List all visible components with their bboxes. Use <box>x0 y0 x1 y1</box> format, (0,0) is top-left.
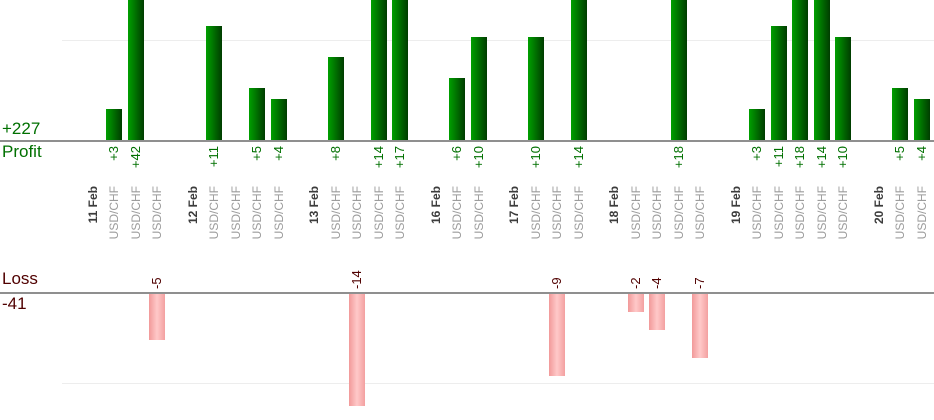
date-label: 13 Feb <box>307 186 322 225</box>
profit-bar <box>527 36 544 140</box>
date-label: 16 Feb <box>428 186 443 225</box>
trade-symbol-label: USD/CHF <box>471 186 486 240</box>
trade-value-label: +14 <box>370 146 386 169</box>
trade-value-label: +11 <box>770 146 786 168</box>
profit-bar <box>835 36 852 140</box>
trade-value-label: +10 <box>470 146 486 169</box>
profit-gridline <box>62 40 934 41</box>
loss-bar <box>692 294 709 358</box>
trade-symbol-label: USD/CHF <box>450 186 465 240</box>
trade-symbol-label: USD/CHF <box>250 186 265 240</box>
profit-bar <box>892 88 909 140</box>
trade-symbol-label: USD/CHF <box>550 186 565 240</box>
trade-symbol-label: USD/CHF <box>914 186 929 240</box>
trade-symbol-label: USD/CHF <box>328 186 343 240</box>
trade-symbol-label: USD/CHF <box>271 186 286 240</box>
profit-bar <box>392 0 409 140</box>
trade-symbol-label: USD/CHF <box>107 186 122 240</box>
trade-symbol-label: USD/CHF <box>128 186 143 240</box>
trade-value-label: +5 <box>249 146 265 161</box>
trade-symbol-label: USD/CHF <box>693 186 708 240</box>
trade-value-label: +14 <box>813 146 829 169</box>
trade-symbol-label: USD/CHF <box>793 186 808 240</box>
trade-value-label: +18 <box>792 146 808 169</box>
profit-axis-line <box>0 140 934 142</box>
trade-value-label: +18 <box>670 146 686 169</box>
profit-bar <box>270 98 287 140</box>
trade-symbol-label: USD/CHF <box>628 186 643 240</box>
loss-total-label: -41 <box>2 294 27 313</box>
profit-bar <box>770 26 787 140</box>
trade-value-label: +5 <box>892 146 908 161</box>
profit-axis-title: Profit <box>2 142 42 161</box>
trade-value-label: +42 <box>127 146 143 169</box>
loss-bar <box>349 294 366 406</box>
date-label: 17 Feb <box>507 186 522 225</box>
date-label: 19 Feb <box>728 186 743 225</box>
profit-total-label: +227 <box>2 119 41 138</box>
trade-value-label: +6 <box>449 146 465 161</box>
trade-symbol-label: USD/CHF <box>771 186 786 240</box>
trade-symbol-label: USD/CHF <box>814 186 829 240</box>
trade-symbol-label: USD/CHF <box>893 186 908 240</box>
trade-value-label: +14 <box>570 146 586 169</box>
profit-bar <box>470 36 487 140</box>
trade-value-label: -2 <box>627 277 643 289</box>
trade-symbol-label: USD/CHF <box>750 186 765 240</box>
profit-bar <box>127 0 144 140</box>
profit-bar <box>749 108 766 140</box>
trade-symbol-label: USD/CHF <box>393 186 408 240</box>
loss-axis-title: Loss <box>2 269 38 288</box>
trade-value-label: -14 <box>349 270 365 289</box>
trade-value-label: +10 <box>527 146 543 169</box>
profit-bar <box>913 98 930 140</box>
profit-bar <box>249 88 266 140</box>
loss-gridline <box>62 383 934 384</box>
trade-symbol-label: USD/CHF <box>207 186 222 240</box>
trade-symbol-label: USD/CHF <box>528 186 543 240</box>
trade-value-label: +4 <box>270 146 286 161</box>
loss-bar <box>649 294 666 331</box>
profit-bar <box>327 57 344 140</box>
trade-symbol-label: USD/CHF <box>836 186 851 240</box>
date-label: 20 Feb <box>871 186 886 225</box>
trade-symbol-label: USD/CHF <box>650 186 665 240</box>
loss-axis-line <box>0 292 934 294</box>
trade-symbol-label: USD/CHF <box>350 186 365 240</box>
profit-bar <box>813 0 830 140</box>
trade-value-label: +3 <box>106 146 122 161</box>
loss-bar <box>549 294 566 376</box>
trade-value-label: -7 <box>692 277 708 289</box>
profit-bar <box>570 0 587 140</box>
trade-value-label: +10 <box>835 146 851 169</box>
date-label: 18 Feb <box>607 186 622 225</box>
trade-value-label: +11 <box>206 146 222 168</box>
profit-bar <box>792 0 809 140</box>
trade-value-label: -5 <box>149 277 165 289</box>
date-label: 12 Feb <box>185 186 200 225</box>
trade-value-label: +4 <box>913 146 929 161</box>
trade-symbol-label: USD/CHF <box>150 186 165 240</box>
loss-bar <box>149 294 166 340</box>
trade-value-label: +8 <box>327 146 343 161</box>
trade-value-label: -4 <box>649 277 665 289</box>
trade-symbol-label: USD/CHF <box>371 186 386 240</box>
trade-symbol-label: USD/CHF <box>671 186 686 240</box>
trade-value-label: +17 <box>392 146 408 169</box>
trade-value-label: -9 <box>549 277 565 289</box>
profit-bar <box>370 0 387 140</box>
profit-bar <box>449 77 466 140</box>
profit-bar <box>106 108 123 140</box>
profit-bar <box>670 0 687 140</box>
loss-bar <box>627 294 644 313</box>
trade-value-label: +3 <box>749 146 765 161</box>
date-label: 11 Feb <box>85 186 100 224</box>
trade-symbol-label: USD/CHF <box>571 186 586 240</box>
profit-bar <box>206 26 223 140</box>
trade-symbol-label: USD/CHF <box>228 186 243 240</box>
